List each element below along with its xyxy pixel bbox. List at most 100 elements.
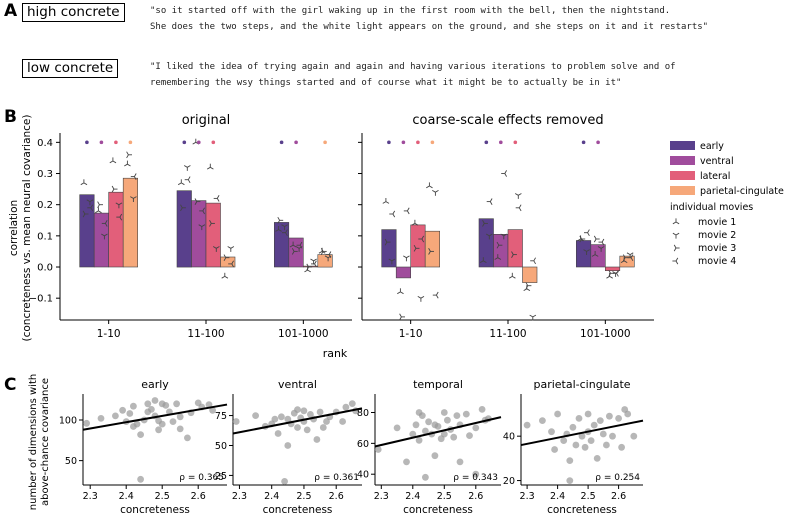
movie-glyph-arm <box>601 241 605 246</box>
bar-lateral <box>604 266 621 272</box>
movie-marker <box>511 251 517 258</box>
movie-marker <box>130 196 137 202</box>
movie-glyph-arm <box>579 235 582 240</box>
movie-glyph-arm <box>216 195 220 199</box>
movie-glyph-arm <box>413 248 417 252</box>
significance-dot <box>596 140 600 145</box>
scatter-point <box>560 437 568 444</box>
scatter-point <box>294 406 301 413</box>
scatter-point <box>119 406 126 414</box>
movie-glyph-arm <box>672 221 677 225</box>
movie-glyph-arm <box>83 182 88 186</box>
movie-glyph-arm <box>428 248 431 252</box>
scatter-point <box>278 413 285 421</box>
movie-marker <box>194 198 201 205</box>
movie-glyph-arm <box>489 198 493 202</box>
movie-glyph-arm <box>388 258 393 262</box>
movie-glyph-arm <box>291 251 295 255</box>
movie-marker <box>486 198 493 205</box>
scatter-point <box>205 401 213 408</box>
c-ytick-label: 50 <box>65 456 77 467</box>
scatter-point <box>462 410 470 418</box>
movie-glyph-arm <box>95 210 99 214</box>
movie-marker <box>496 241 503 249</box>
movie-glyph-arm <box>181 182 185 186</box>
scatter-point <box>252 412 259 419</box>
movie-glyph-arm <box>133 196 137 199</box>
movie-marker <box>426 182 433 189</box>
movie-glyph-arm <box>104 233 108 237</box>
c-xtick-label: 2.5 <box>155 491 170 502</box>
movie-glyph-arm <box>320 248 324 252</box>
scatter-point <box>284 415 292 423</box>
movie-marker <box>184 176 191 184</box>
movie-glyph-arm <box>518 193 522 196</box>
b-ytick-label: 0.1 <box>37 231 53 242</box>
significance-dot <box>513 140 518 145</box>
c-ytick-label: 80 <box>357 408 369 419</box>
movie-marker <box>95 207 102 214</box>
scatter-point <box>575 415 583 422</box>
legend-movie-label: movie 4 <box>698 256 736 267</box>
parietal-cingulate-rho-label: ρ = 0.254 <box>595 473 640 483</box>
movie-glyph-arm <box>586 249 590 252</box>
ventral-scatter-title: ventral <box>278 378 317 391</box>
scatter-point <box>587 437 595 444</box>
movie-glyph-arm <box>202 210 205 215</box>
movie-marker <box>130 173 137 180</box>
scatter-point <box>431 452 439 460</box>
movie-glyph-arm <box>533 257 536 262</box>
legend-label-lateral: lateral <box>700 171 730 182</box>
scatter-point <box>624 410 632 418</box>
movie-glyph-arm <box>206 166 211 170</box>
movie-glyph-arm <box>414 223 419 226</box>
movie-glyph-arm <box>593 238 597 243</box>
significance-dot <box>430 140 435 145</box>
movie-marker <box>311 260 317 268</box>
movie-glyph-arm <box>587 232 590 237</box>
b-ytick-label: 0.0 <box>37 263 53 274</box>
b-ytick-label: 0.2 <box>37 200 53 211</box>
bar-lateral <box>205 202 221 268</box>
ventral-xlabel: concreteness <box>263 504 333 516</box>
movie-glyph-arm <box>630 254 634 258</box>
movie-marker <box>115 202 123 209</box>
movie-glyph-arm <box>620 260 625 263</box>
movie-marker <box>579 235 586 243</box>
significance-dot <box>85 140 89 145</box>
movie-glyph-arm <box>406 255 410 259</box>
movie-marker <box>198 224 206 231</box>
panel-b-letter: B <box>4 107 17 127</box>
b-xtick-label: 101-1000 <box>278 328 329 340</box>
scatter-point <box>316 408 324 416</box>
movie-marker <box>124 160 131 167</box>
movie-glyph-arm <box>529 314 534 318</box>
movie-glyph-arm <box>223 254 227 258</box>
scatter-point <box>554 410 561 418</box>
legend-label-early: early <box>700 141 724 152</box>
movie-glyph-arm <box>194 201 198 205</box>
legend-movie-glyph <box>672 232 680 239</box>
movie-glyph-arm <box>209 220 212 224</box>
scatter-point <box>274 430 282 437</box>
scatter-point <box>422 473 429 481</box>
movie-glyph-arm <box>284 224 288 227</box>
movie-marker <box>612 269 619 277</box>
movie-glyph-arm <box>227 246 232 249</box>
significance-dot <box>182 140 187 145</box>
movie-glyph-arm <box>310 258 314 262</box>
movie-glyph-arm <box>518 207 522 212</box>
movie-marker <box>432 190 439 196</box>
scatter-point <box>155 426 163 434</box>
c-ytick-label: 25 <box>215 471 227 482</box>
scatter-point <box>593 455 601 462</box>
movie-glyph-arm <box>285 232 288 237</box>
movie-glyph-arm <box>202 207 205 212</box>
movie-glyph-arm <box>124 163 128 167</box>
movie-glyph-arm <box>675 257 679 262</box>
movie-marker <box>597 246 605 252</box>
movie-glyph-arm <box>504 170 507 174</box>
scatter-point <box>409 430 417 438</box>
c-xtick-label: 2.5 <box>437 491 452 502</box>
movie-glyph-arm <box>600 246 605 249</box>
